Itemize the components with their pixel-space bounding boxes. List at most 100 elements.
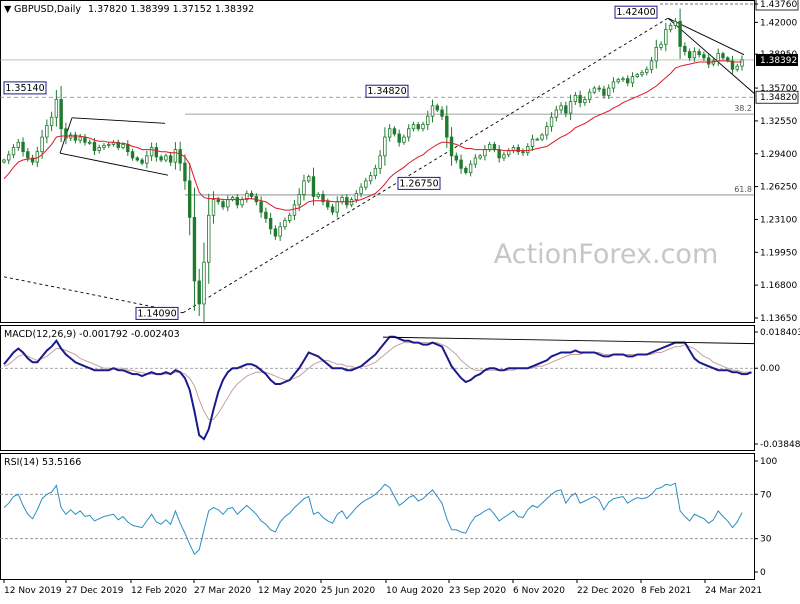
candle-body — [154, 147, 159, 158]
candle-body — [349, 199, 354, 206]
candle-body — [216, 199, 220, 203]
candle-body — [383, 136, 387, 157]
candle-body — [426, 115, 430, 125]
candle-body — [88, 141, 92, 144]
support-axis-box — [755, 90, 799, 104]
candle-body — [392, 128, 397, 135]
trendline-rising — [182, 17, 669, 314]
candle-body — [326, 201, 330, 208]
candle-body — [673, 20, 678, 26]
candle-body — [640, 72, 644, 75]
candle-body — [49, 116, 54, 126]
candle-body — [430, 105, 435, 117]
fib-label: 38.2 — [734, 104, 752, 113]
candle-body — [497, 149, 501, 159]
candle-body — [735, 65, 739, 70]
price-axis-label: 1.42000 — [760, 18, 797, 28]
candle-body — [140, 159, 144, 164]
candle-body — [11, 147, 16, 156]
level-annotation-box — [397, 176, 441, 190]
candle-body — [245, 192, 249, 201]
trendline-lower-left — [3, 276, 184, 314]
candle-body — [373, 167, 378, 177]
candle-body — [121, 143, 125, 148]
time-axis-label: 24 Mar 2021 — [705, 586, 762, 596]
level-annotation-label: 1.14090 — [137, 308, 176, 319]
candle-body — [92, 141, 97, 152]
candle-body — [202, 261, 206, 305]
candle-body — [554, 109, 559, 118]
level-annotation-label: 1.34820 — [367, 86, 406, 97]
candle-body — [192, 216, 197, 282]
price-axis-label: 1.16800 — [760, 281, 797, 291]
price-axis-label: 1.26250 — [760, 183, 797, 193]
candle-body — [97, 147, 101, 152]
candle-body — [335, 201, 339, 213]
candle-body — [378, 155, 382, 169]
candle-body — [664, 29, 668, 45]
candle-body — [116, 141, 120, 148]
candle-body — [630, 76, 635, 84]
candle-body — [473, 157, 478, 165]
macd-chart — [0, 335, 755, 441]
candle-body — [259, 201, 263, 213]
watermark: ActionForex.com — [494, 239, 719, 270]
candle-body — [264, 211, 268, 219]
candle-body — [721, 53, 725, 59]
candle-body — [64, 128, 68, 139]
time-axis-label: 12 Feb 2020 — [131, 586, 187, 596]
candle-body — [545, 126, 549, 136]
candle-body — [502, 154, 506, 159]
candle-body — [478, 155, 482, 159]
candle-body — [178, 149, 182, 164]
candle-body — [226, 199, 230, 208]
candle-body — [2, 159, 6, 163]
candle-body — [54, 99, 59, 118]
time-axis-label: 27 Mar 2020 — [194, 586, 251, 596]
candle-body — [587, 91, 592, 100]
axes: 1.437601.420001.389501.357001.325501.294… — [3, 0, 800, 596]
candle-body — [126, 143, 130, 153]
candle-body — [659, 43, 663, 48]
candle-body — [416, 124, 420, 130]
candle-body — [7, 154, 11, 161]
price-axis-label: 1.19950 — [760, 248, 797, 258]
candle-body — [321, 194, 325, 203]
candle-body — [487, 143, 492, 150]
candle-body — [411, 124, 416, 130]
candle-body — [445, 115, 449, 138]
candle-body — [397, 133, 401, 143]
rsi-chart — [0, 482, 754, 556]
channel-bottom — [59, 152, 169, 176]
candle-body — [340, 197, 344, 203]
candle-body — [730, 60, 735, 70]
rsi-panel-frame — [0, 453, 755, 580]
candle-body — [164, 155, 168, 161]
candle-body — [207, 214, 211, 263]
candle-body — [307, 176, 311, 182]
candle-body — [592, 87, 597, 93]
candle-body — [149, 147, 154, 157]
chart-ohlc: 1.37820 1.38399 1.37152 1.38392 — [88, 4, 254, 15]
level-annotation-label: 1.26750 — [399, 178, 438, 189]
candle-body — [297, 194, 301, 206]
rsi-title: RSI(14) 53.5166 — [4, 457, 81, 468]
candle-body — [387, 128, 392, 138]
macd-panel-frame — [0, 325, 755, 451]
time-axis-label: 25 Jun 2020 — [321, 586, 375, 596]
candle-body — [506, 150, 511, 156]
candle-body — [621, 78, 625, 81]
macd-title: MACD(12,26,9) -0.001792 -0.002403 — [4, 329, 180, 340]
candle-body — [107, 143, 111, 146]
candle-body — [687, 51, 692, 59]
candle-body — [187, 180, 192, 218]
candle-body — [654, 46, 658, 62]
current-price-label: 1.38392 — [760, 56, 797, 66]
time-axis-label: 12 May 2020 — [258, 586, 317, 596]
candle-body — [302, 180, 306, 195]
wedge-bottom — [667, 17, 755, 94]
price-axis-label: 1.29400 — [760, 150, 797, 160]
time-axis-label: 23 Sep 2020 — [449, 586, 506, 596]
chart-symbol: GBPUSD,Daily — [14, 4, 81, 15]
time-axis-label: 10 Aug 2020 — [386, 586, 444, 596]
